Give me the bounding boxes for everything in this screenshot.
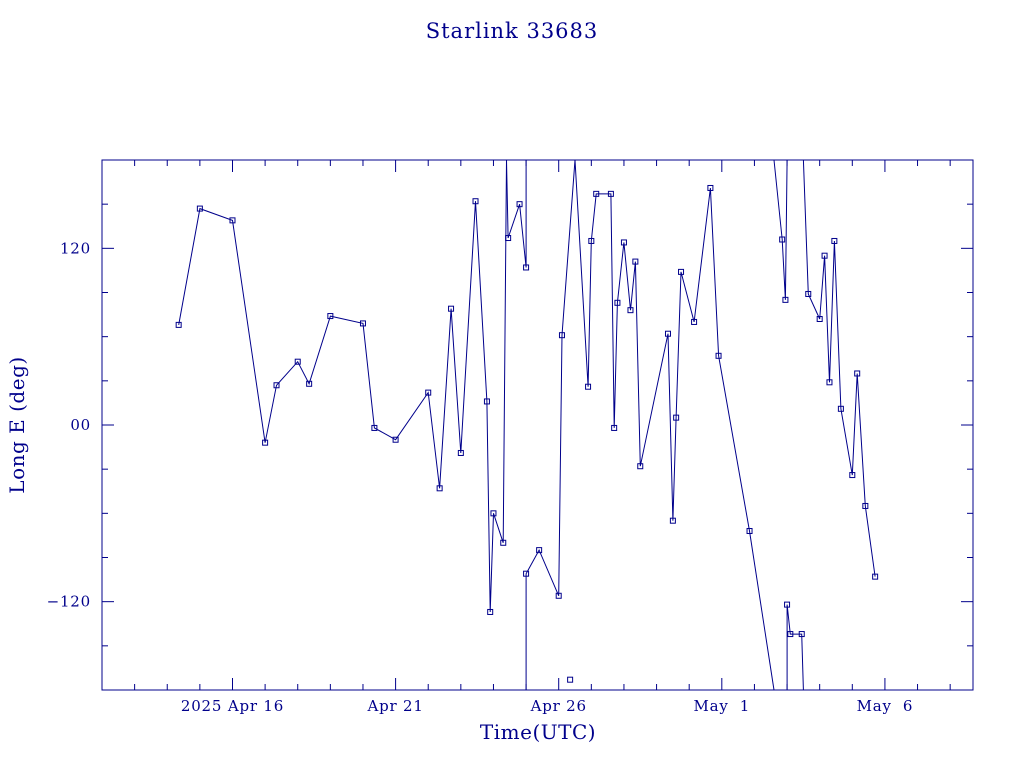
data-point: [371, 424, 378, 431]
data-point: [746, 528, 753, 534]
data-point: [607, 190, 614, 197]
data-point: [854, 370, 861, 377]
data-point: [691, 318, 698, 325]
data-point: [715, 352, 722, 359]
data-point: [436, 485, 443, 492]
data-point: [632, 258, 639, 265]
y-tick-label: −120: [47, 593, 91, 611]
data-point: [826, 379, 833, 386]
data-point: [523, 570, 530, 577]
data-point: [816, 316, 823, 322]
data-point: [306, 380, 313, 387]
data-point: [523, 264, 530, 271]
x-tick-label: Apr 21: [366, 697, 423, 715]
series-line: [178, 159, 507, 613]
series-markers: [175, 184, 879, 683]
data-point: [627, 307, 634, 314]
y-tick-label: 120: [60, 239, 91, 257]
data-point: [862, 502, 869, 509]
data-point: [849, 472, 856, 479]
data-point: [273, 382, 280, 389]
axis-ticks: [101, 160, 973, 690]
data-point: [673, 414, 680, 421]
data-point: [872, 573, 879, 580]
chart-title: Starlink 33683: [426, 19, 599, 43]
x-tick-label: May 6: [857, 697, 914, 715]
data-point: [805, 290, 812, 297]
data-point: [555, 592, 562, 599]
series-line: [773, 159, 788, 300]
data-point: [483, 398, 490, 405]
data-point: [516, 201, 523, 208]
data-point: [707, 184, 714, 191]
data-point: [359, 320, 366, 327]
x-tick-label: May 1: [693, 697, 750, 715]
data-point: [425, 389, 432, 396]
data-point: [779, 236, 786, 243]
x-tick-label: Apr 26: [530, 697, 587, 715]
data-point: [593, 190, 600, 197]
data-point: [505, 235, 512, 242]
x-tick-label: 2025 Apr 16: [181, 697, 284, 715]
series-line: [786, 604, 804, 691]
data-point: [588, 237, 595, 244]
data-point: [821, 252, 828, 259]
data-point: [614, 299, 621, 306]
data-point: [392, 436, 399, 443]
y-tick-label: 00: [70, 416, 91, 434]
series-line: [525, 159, 576, 690]
series-line: [574, 159, 775, 691]
data-point: [620, 239, 627, 246]
data-point: [196, 205, 203, 212]
series-line: [506, 159, 527, 268]
data-point: [457, 449, 464, 456]
data-point: [472, 198, 479, 205]
data-point: [490, 510, 497, 517]
data-point: [558, 332, 565, 339]
data-point: [784, 601, 791, 608]
data-point: [536, 547, 543, 554]
x-axis-label: Time(UTC): [480, 720, 596, 744]
data-point: [798, 631, 805, 638]
y-axis-label: Long E (deg): [5, 356, 29, 493]
data-point: [585, 383, 592, 390]
data-point: [229, 217, 236, 224]
data-point: [262, 439, 269, 446]
data-point: [787, 631, 794, 638]
series-line: [802, 159, 876, 577]
tick-labels: 2025 Apr 16 Apr 21 Apr 26 May 1 May 6 120 00 −1…: [47, 239, 914, 715]
data-point: [669, 517, 676, 524]
data-point: [448, 305, 455, 312]
data-point: [567, 676, 574, 683]
data-point: [487, 608, 494, 615]
series-lines: [178, 159, 876, 691]
data-point: [837, 405, 844, 412]
data-point: [611, 424, 618, 431]
data-point: [678, 268, 685, 275]
data-point: [294, 358, 301, 365]
data-point: [327, 313, 334, 320]
data-point: [831, 237, 838, 244]
data-point: [637, 463, 644, 470]
plot-frame: [101, 159, 974, 691]
data-point: [664, 330, 671, 337]
data-point: [175, 321, 182, 328]
data-point: [500, 539, 507, 546]
data-point: [782, 296, 789, 303]
